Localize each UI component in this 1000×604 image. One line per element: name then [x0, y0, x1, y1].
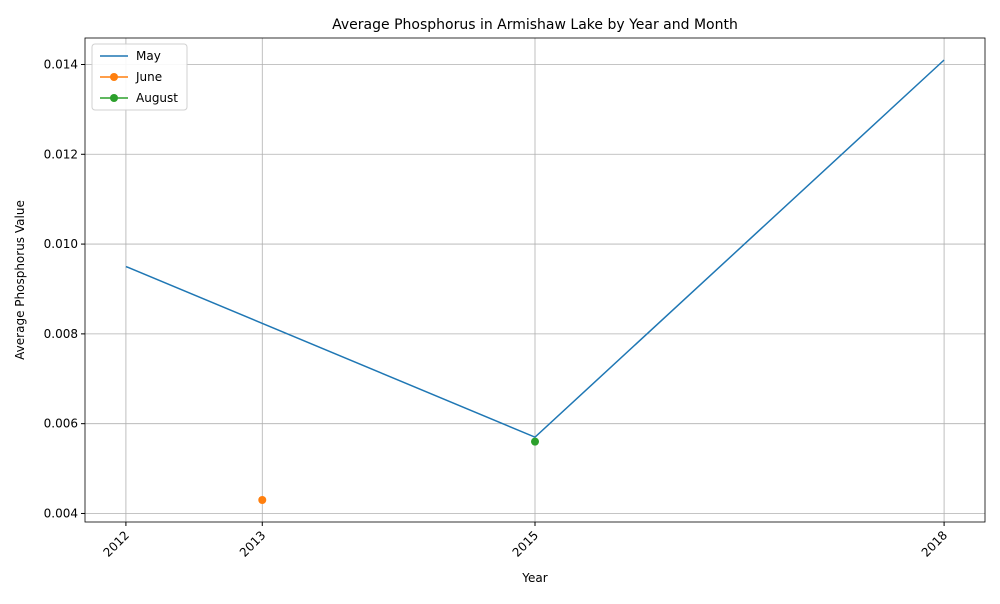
data-line [125, 59, 945, 439]
y-tick-label: 0.012 [44, 147, 78, 161]
x-axis-label: Year [521, 571, 547, 585]
x-tick-label: 2012 [101, 528, 132, 559]
y-tick-label: 0.010 [44, 237, 78, 251]
plot-frame [84, 37, 986, 523]
data-point [258, 496, 267, 504]
x-tick-label: 2018 [919, 528, 950, 559]
legend-label: August [136, 91, 178, 105]
legend-box [91, 43, 188, 111]
y-tick-label: 0.014 [44, 57, 78, 71]
x-tick-label: 2015 [510, 528, 541, 559]
y-tick-label: 0.006 [44, 417, 78, 431]
legend-label: May [136, 49, 161, 63]
y-tick-label: 0.008 [44, 327, 78, 341]
data-point [531, 437, 539, 446]
legend-marker [110, 94, 118, 102]
y-tick-label: 0.004 [44, 506, 78, 520]
chart-title: Average Phosphorus in Armishaw Lake by Y… [332, 17, 738, 33]
y-axis-label: Average Phosphorus Value [13, 200, 27, 360]
legend-label: June [135, 70, 162, 84]
legend-marker [110, 73, 118, 81]
x-tick-label: 2013 [237, 528, 268, 559]
